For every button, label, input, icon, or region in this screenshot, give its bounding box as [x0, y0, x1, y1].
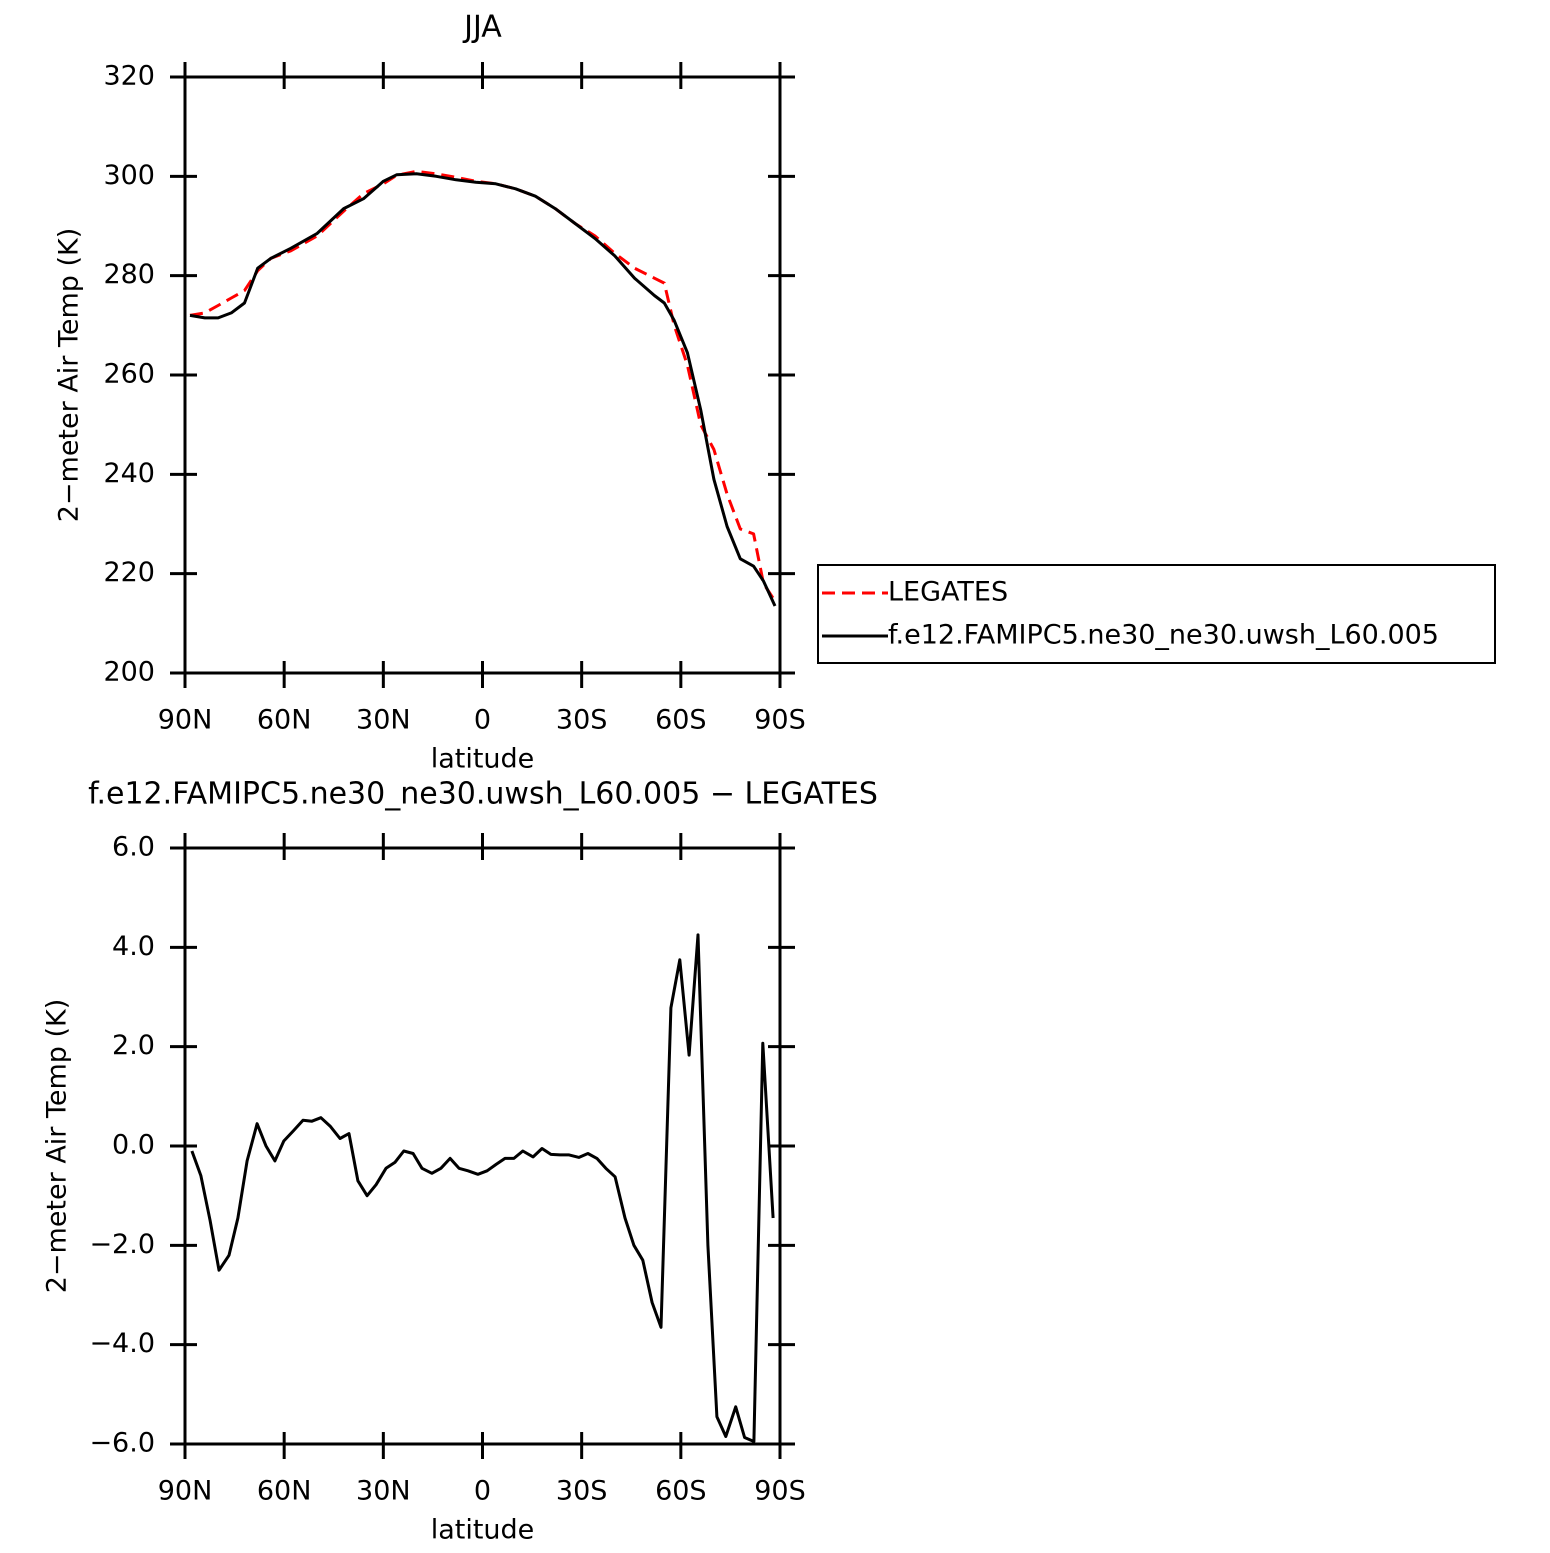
y-tick-label: 300 [103, 160, 155, 191]
x-tick-label: 60N [257, 1476, 312, 1507]
data-line [189, 169, 777, 602]
y-axis-label: 2−meter Air Temp (K) [54, 228, 85, 523]
x-tick-label: 30N [356, 705, 411, 736]
y-tick-label: 280 [103, 259, 155, 290]
y-tick-label: −2.0 [89, 1229, 155, 1260]
x-tick-label: 30S [556, 705, 608, 736]
x-tick-label: 90N [158, 1476, 213, 1507]
y-tick-label: 320 [103, 61, 155, 92]
chart-title: JJA [462, 10, 502, 45]
y-tick-label: 0.0 [112, 1130, 155, 1161]
y-axis-label: 2−meter Air Temp (K) [42, 999, 73, 1294]
data-line [189, 172, 777, 607]
y-tick-label: −6.0 [89, 1428, 155, 1459]
x-tick-label: 90S [754, 705, 806, 736]
x-tick-label: 0 [474, 705, 491, 736]
legend-label: LEGATES [888, 577, 1008, 608]
x-tick-label: 0 [474, 1476, 491, 1507]
y-tick-label: 4.0 [112, 931, 155, 962]
y-tick-label: 2.0 [112, 1030, 155, 1061]
y-tick-label: 260 [103, 359, 155, 390]
x-tick-label: 90N [158, 705, 213, 736]
chart-title: f.e12.FAMIPC5.ne30_ne30.uwsh_L60.005 − L… [88, 777, 878, 812]
y-tick-label: −4.0 [89, 1328, 155, 1359]
x-axis-label: latitude [431, 1515, 535, 1546]
x-tick-label: 30S [556, 1476, 608, 1507]
x-tick-label: 60S [655, 705, 707, 736]
y-tick-label: 220 [103, 557, 155, 588]
y-tick-label: 240 [103, 458, 155, 489]
legend-label: f.e12.FAMIPC5.ne30_ne30.uwsh_L60.005 [888, 620, 1439, 651]
x-axis-label: latitude [431, 744, 535, 775]
y-tick-label: 6.0 [112, 832, 155, 863]
x-tick-label: 60N [257, 705, 312, 736]
legend-box [817, 564, 1496, 664]
x-tick-label: 90S [754, 1476, 806, 1507]
data-line [190, 933, 775, 1443]
x-tick-label: 60S [655, 1476, 707, 1507]
x-tick-label: 30N [356, 1476, 411, 1507]
plot-frame [183, 846, 782, 1446]
y-tick-label: 200 [103, 657, 155, 688]
